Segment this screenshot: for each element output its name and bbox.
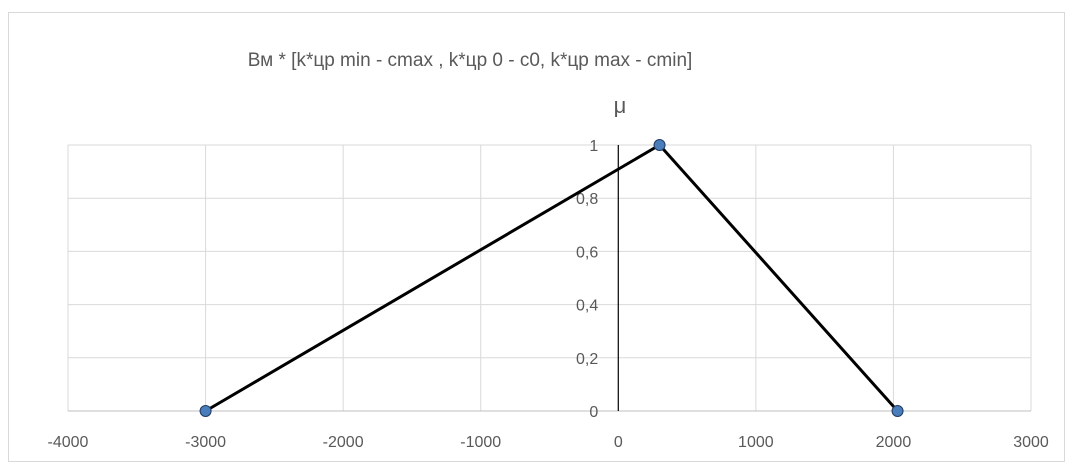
x-tick-label: 3000 [1013,434,1049,451]
y-tick-label: 0,2 [576,351,598,368]
y-tick-label: 0,8 [576,191,598,208]
y-tick-label: 0,4 [576,298,598,315]
x-tick-label: -4000 [48,434,89,451]
series-layer [199,139,904,417]
axis-layer [68,145,1031,412]
x-tick-label: -1000 [460,434,501,451]
series-line [204,143,899,413]
data-point [199,405,212,417]
tick-labels: -4000 -3000 -2000 -1000 0 1000 2000 3000 0 0,2 0,4… [48,138,1049,451]
chart-title: Вм * [k*цр min - cmax , k*цр 0 - c0, k*ц… [248,50,693,71]
grid-layer [67,144,1032,411]
x-tick-label: 0 [614,434,623,451]
y-tick-label: 1 [589,138,598,155]
data-point [653,139,666,151]
x-tick-label: -3000 [185,434,226,451]
y-axis-label: μ [614,93,627,118]
y-tick-label: 0,6 [576,244,598,261]
chart-frame [8,12,1065,462]
x-tick-label: 1000 [738,434,774,451]
data-point [891,405,904,417]
x-tick-label: 2000 [876,434,912,451]
y-tick-label: 0 [589,404,598,421]
x-tick-label: -2000 [323,434,364,451]
